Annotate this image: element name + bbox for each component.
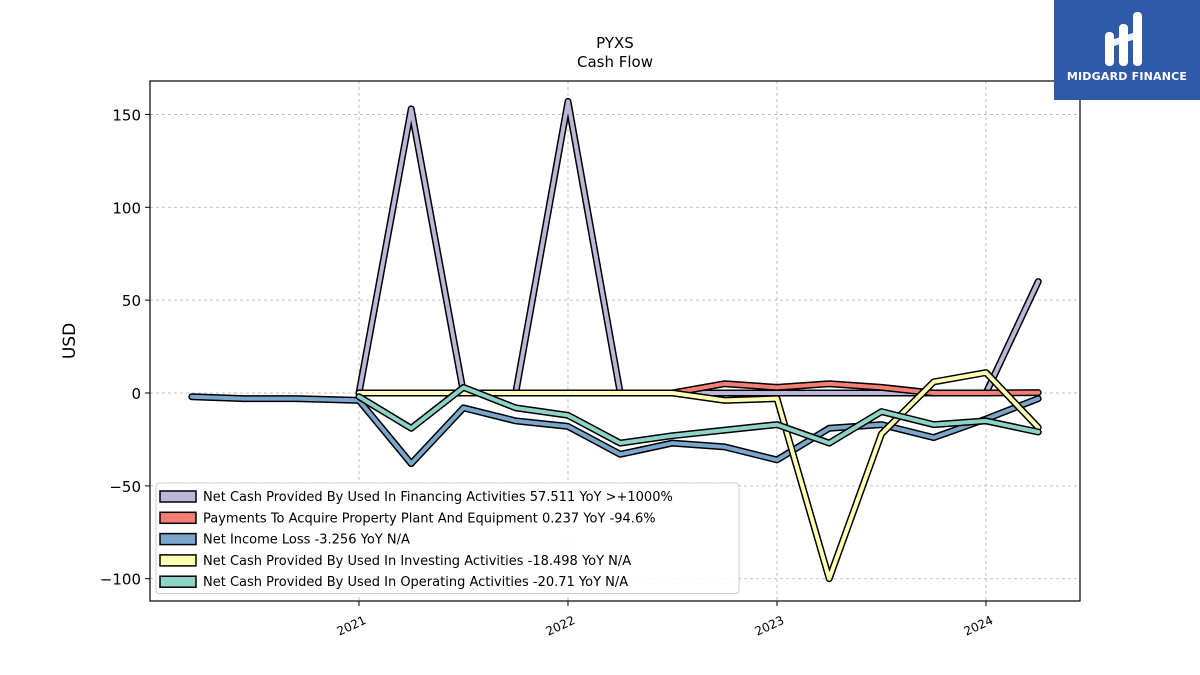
- y-tick-label: −50: [109, 478, 141, 496]
- legend-box: [155, 482, 740, 594]
- logo-mark-icon: [1105, 12, 1142, 66]
- chart-subtitle: Cash Flow: [577, 53, 653, 71]
- legend-swatch: [159, 532, 197, 546]
- series-line: [357, 385, 1041, 446]
- plot-frame: [149, 80, 1081, 602]
- legend-label: Net Cash Provided By Used In Financing A…: [203, 490, 673, 505]
- legend-label: Payments To Acquire Property Plant And E…: [203, 511, 656, 526]
- logo-text: MIDGARD FINANCE: [1066, 70, 1188, 83]
- y-tick-label: 50: [122, 292, 141, 310]
- legend: Net Cash Provided By Used In Financing A…: [155, 482, 740, 594]
- x-tick-label: 2022: [544, 613, 578, 639]
- y-tick-label: 100: [112, 199, 141, 217]
- legend-label: Net Income Loss -3.256 YoY N/A: [203, 533, 410, 548]
- legend-swatch: [159, 575, 197, 588]
- x-tick-label: 2023: [753, 613, 787, 639]
- axis-ticks: 150 100 50 0 −50 −100 2021 2022 2023 2024: [100, 106, 995, 638]
- legend-swatch: [159, 511, 197, 525]
- y-axis-label: USD: [60, 323, 80, 359]
- legend-label: Net Cash Provided By Used In Operating A…: [203, 575, 628, 590]
- chart-title: PYXS: [596, 34, 634, 52]
- series-line: [357, 99, 1041, 395]
- x-tick-label: 2021: [335, 613, 369, 639]
- legend-swatch: [159, 490, 197, 503]
- y-tick-label: −100: [100, 571, 141, 589]
- brand-logo: MIDGARD FINANCE: [1054, 0, 1200, 100]
- y-tick-label: 0: [131, 385, 141, 403]
- series-layer: [188, 97, 1042, 583]
- legend-label: Net Cash Provided By Used In Investing A…: [203, 554, 631, 569]
- y-tick-label: 150: [112, 106, 141, 124]
- legend-swatch: [159, 554, 197, 567]
- series-line-outline: [355, 97, 1042, 397]
- x-tick-label: 2024: [962, 613, 996, 639]
